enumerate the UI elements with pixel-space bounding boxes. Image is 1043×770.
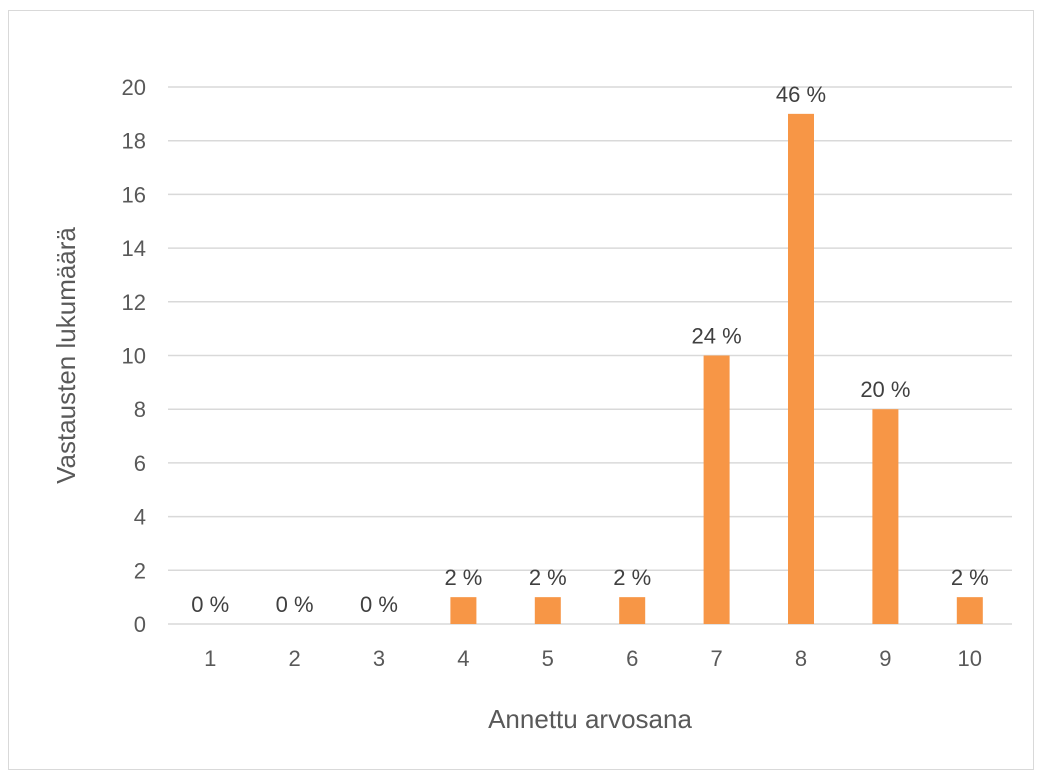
y-tick-label: 0: [134, 612, 146, 637]
bar-6: [619, 597, 646, 624]
data-label-1: 0 %: [191, 592, 229, 617]
x-tick-label: 2: [288, 646, 300, 671]
bar-4: [450, 597, 477, 624]
y-tick-label: 6: [134, 451, 146, 476]
bar-8: [788, 113, 814, 624]
x-tick-label: 5: [542, 646, 554, 671]
x-tick-label: 8: [795, 646, 807, 671]
x-tick-label: 3: [373, 646, 385, 671]
y-tick-label: 10: [122, 344, 146, 369]
x-axis-tick-labels: 1 2 3 4 5 6 7 8 9 10: [204, 646, 982, 671]
y-tick-label: 12: [122, 290, 146, 315]
chart-frame: [8, 10, 1034, 770]
data-label-3: 0 %: [360, 592, 398, 617]
bar-7: [703, 355, 730, 624]
data-label-10: 2 %: [951, 565, 989, 590]
y-tick-label: 2: [134, 558, 146, 583]
data-label-2: 0 %: [276, 592, 314, 617]
bar-5: [534, 597, 561, 624]
y-tick-label: 16: [122, 182, 146, 207]
y-tick-label: 18: [122, 129, 146, 154]
bars: [450, 113, 983, 624]
data-label-9: 20 %: [860, 377, 910, 402]
data-label-6: 2 %: [613, 565, 651, 590]
y-tick-label: 14: [122, 236, 146, 261]
y-tick-label: 4: [134, 505, 146, 530]
data-label-7: 24 %: [692, 324, 742, 349]
x-tick-label: 6: [626, 646, 638, 671]
data-label-4: 2 %: [444, 565, 482, 590]
x-tick-label: 4: [457, 646, 469, 671]
bar-10: [956, 597, 983, 624]
data-label-8: 46 %: [776, 82, 826, 107]
data-label-5: 2 %: [529, 565, 567, 590]
y-axis-tick-labels: 0 2 4 6 8 10 12 14 16 18 20: [122, 75, 146, 637]
data-labels: 0 % 0 % 0 % 2 % 2 % 2 % 24 % 46 % 20 % 2 %: [191, 82, 989, 617]
x-tick-label: 10: [958, 646, 982, 671]
gridlines: [168, 86, 1012, 625]
x-tick-label: 1: [204, 646, 216, 671]
x-axis-title: Annettu arvosana: [488, 704, 692, 734]
y-tick-label: 8: [134, 397, 146, 422]
x-tick-label: 9: [879, 646, 891, 671]
x-tick-label: 7: [710, 646, 722, 671]
y-tick-label: 20: [122, 75, 146, 100]
bar-9: [872, 409, 899, 624]
y-axis-title: Vastausten lukumäärä: [51, 227, 81, 484]
